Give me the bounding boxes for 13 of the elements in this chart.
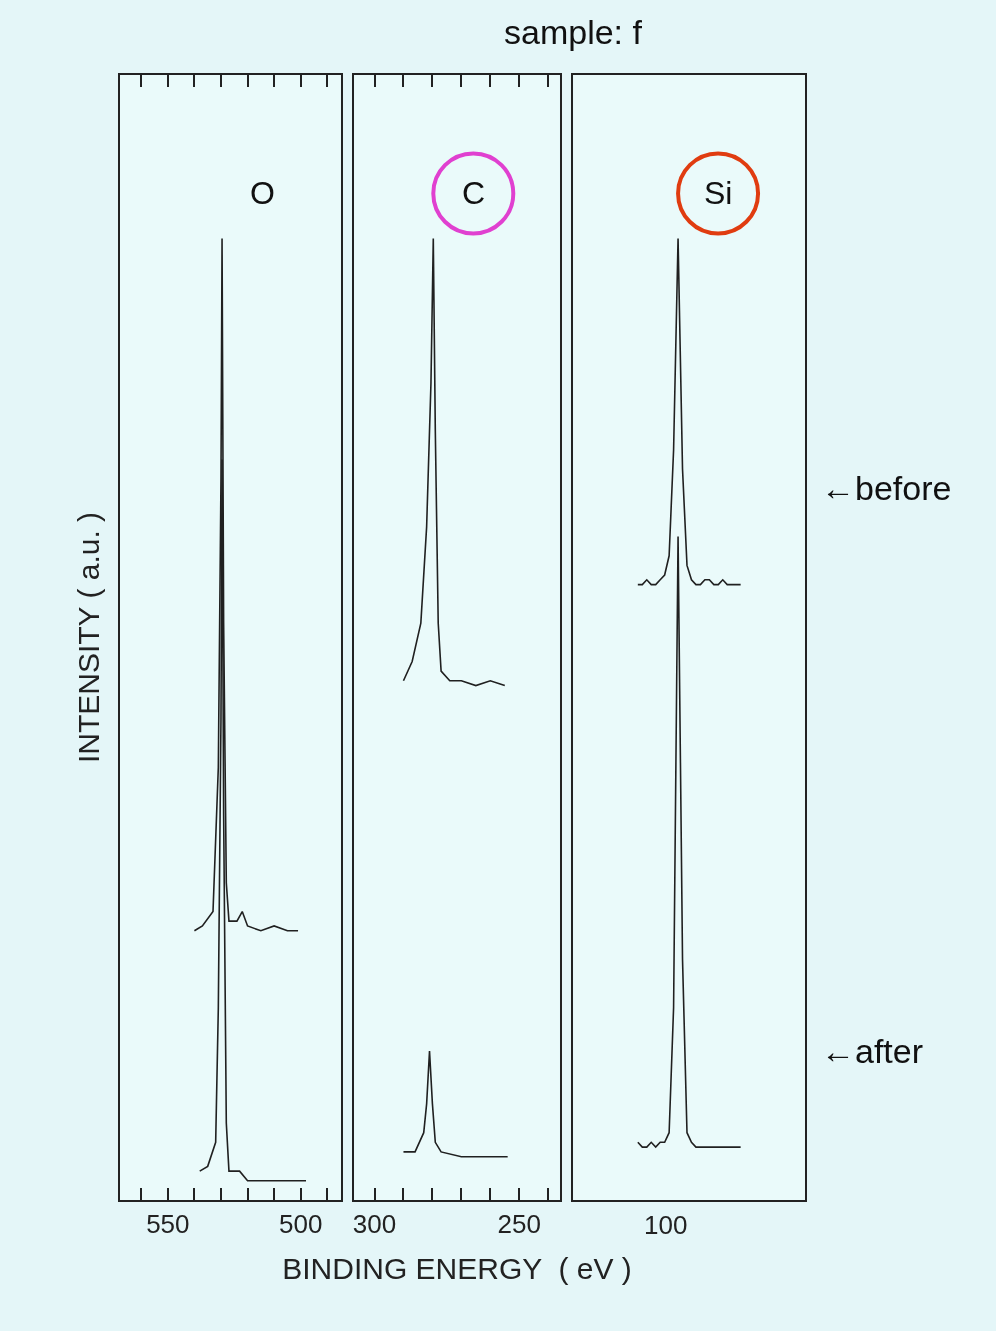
y-axis-title: INTENSITY ( a.u. ) — [71, 511, 105, 764]
x-tick-label: 500 — [279, 1209, 323, 1240]
text: ←before — [821, 469, 952, 507]
text: C — [462, 175, 486, 211]
text: 100 — [644, 1210, 688, 1240]
chart-title: sample: f — [504, 13, 643, 51]
x-tick-label: 300 — [352, 1209, 397, 1240]
text: O — [250, 175, 275, 211]
x-tick-label: 250 — [497, 1209, 541, 1240]
x-axis-title: BINDING ENERGY ( eV ) — [282, 1252, 632, 1286]
x-tick-label: 550 — [146, 1209, 190, 1240]
text: ←after — [821, 1032, 924, 1070]
text: Si — [704, 175, 733, 211]
